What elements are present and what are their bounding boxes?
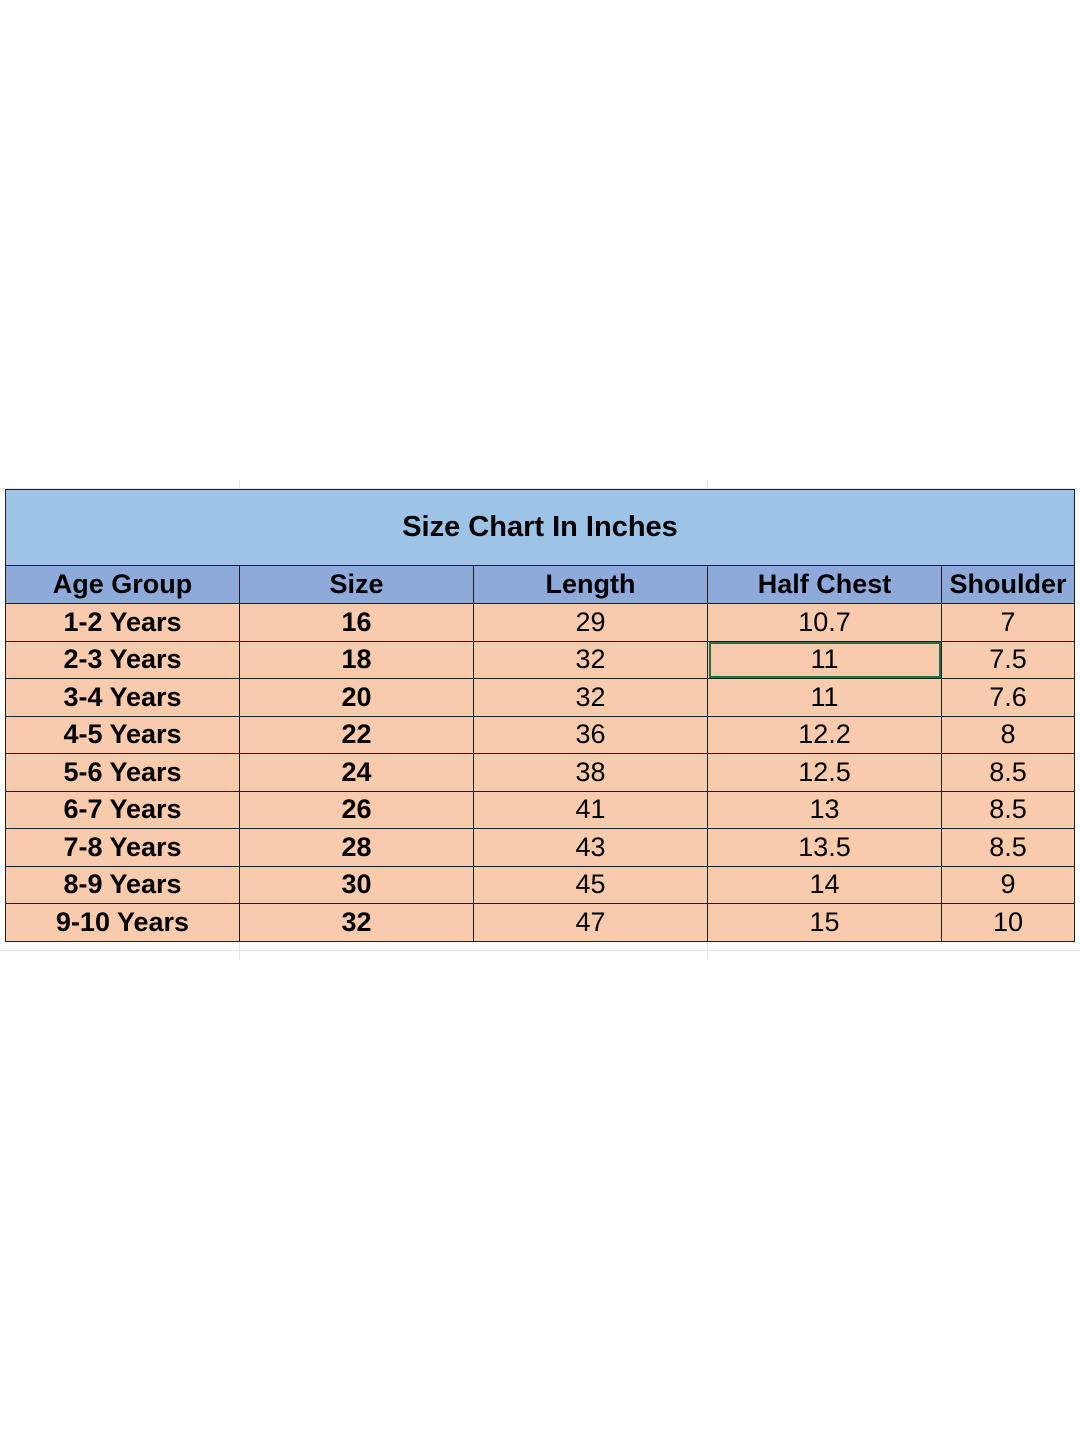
cell-half-chest[interactable]: 14 — [707, 865, 942, 904]
cell-half-chest[interactable]: 13.5 — [707, 828, 942, 867]
column-header-length[interactable]: Length — [473, 565, 708, 604]
table-row: 2-3 Years 18 32 11 7.5 — [5, 640, 1076, 679]
cell-shoulder[interactable]: 7.6 — [940, 678, 1076, 717]
table-row: 5-6 Years 24 38 12.5 8.5 — [5, 753, 1076, 792]
cell-shoulder[interactable]: 8.5 — [940, 790, 1076, 829]
cell-length[interactable]: 36 — [473, 715, 708, 754]
cell-half-chest[interactable]: 10.7 — [707, 603, 942, 642]
column-header-half-chest[interactable]: Half Chest — [707, 565, 942, 604]
table-row: 4-5 Years 22 36 12.2 8 — [5, 715, 1076, 754]
cell-size[interactable]: 24 — [239, 753, 474, 792]
cell-half-chest[interactable]: 15 — [707, 903, 942, 942]
cell-half-chest[interactable]: 13 — [707, 790, 942, 829]
cell-size[interactable]: 20 — [239, 678, 474, 717]
table-row: 8-9 Years 30 45 14 9 — [5, 865, 1076, 904]
table-row: 1-2 Years 16 29 10.7 7 — [5, 603, 1076, 642]
cell-half-chest[interactable]: 11 — [707, 678, 942, 717]
cell-shoulder[interactable]: 8 — [940, 715, 1076, 754]
cell-size[interactable]: 26 — [239, 790, 474, 829]
title-row: Size Chart In Inches — [4, 489, 1076, 566]
cell-age-group[interactable]: 6-7 Years — [5, 790, 240, 829]
cell-age-group[interactable]: 5-6 Years — [5, 753, 240, 792]
cell-length[interactable]: 45 — [473, 865, 708, 904]
cell-length[interactable]: 41 — [473, 790, 708, 829]
header-row: Age Group Size Length Half Chest Shoulder — [5, 565, 1076, 604]
cell-size[interactable]: 18 — [239, 640, 474, 679]
column-header-size[interactable]: Size — [239, 565, 474, 604]
sheet-gridline — [0, 488, 1080, 489]
cell-length[interactable]: 32 — [473, 640, 708, 679]
cell-size[interactable]: 32 — [239, 903, 474, 942]
cell-length[interactable]: 43 — [473, 828, 708, 867]
column-header-shoulder[interactable]: Shoulder — [940, 565, 1076, 604]
cell-shoulder[interactable]: 8.5 — [940, 753, 1076, 792]
cell-age-group[interactable]: 7-8 Years — [5, 828, 240, 867]
cell-shoulder[interactable]: 9 — [940, 865, 1076, 904]
table-row: 3-4 Years 20 32 11 7.6 — [5, 678, 1076, 717]
column-header-age-group[interactable]: Age Group — [5, 565, 240, 604]
cell-age-group[interactable]: 9-10 Years — [5, 903, 240, 942]
cell-age-group[interactable]: 2-3 Years — [5, 640, 240, 679]
cell-length[interactable]: 29 — [473, 603, 708, 642]
cell-size[interactable]: 22 — [239, 715, 474, 754]
sheet-gridline — [0, 950, 1080, 951]
cell-shoulder[interactable]: 8.5 — [940, 828, 1076, 867]
cell-half-chest[interactable]: 11 — [707, 640, 942, 679]
table-row: 6-7 Years 26 41 13 8.5 — [5, 790, 1076, 829]
cell-age-group[interactable]: 3-4 Years — [5, 678, 240, 717]
cell-age-group[interactable]: 1-2 Years — [5, 603, 240, 642]
cell-shoulder[interactable]: 7.5 — [940, 640, 1076, 679]
table-title[interactable]: Size Chart In Inches — [4, 489, 1076, 566]
cell-age-group[interactable]: 8-9 Years — [5, 865, 240, 904]
table-row: 9-10 Years 32 47 15 10 — [5, 903, 1076, 942]
table-row: 7-8 Years 28 43 13.5 8.5 — [5, 828, 1076, 867]
cell-shoulder[interactable]: 7 — [940, 603, 1076, 642]
cell-half-chest[interactable]: 12.5 — [707, 753, 942, 792]
cell-size[interactable]: 30 — [239, 865, 474, 904]
cell-size[interactable]: 16 — [239, 603, 474, 642]
cell-length[interactable]: 32 — [473, 678, 708, 717]
cell-size[interactable]: 28 — [239, 828, 474, 867]
cell-half-chest[interactable]: 12.2 — [707, 715, 942, 754]
cell-length[interactable]: 38 — [473, 753, 708, 792]
cell-shoulder[interactable]: 10 — [940, 903, 1076, 942]
cell-length[interactable]: 47 — [473, 903, 708, 942]
cell-age-group[interactable]: 4-5 Years — [5, 715, 240, 754]
size-chart-table: Size Chart In Inches Age Group Size Length… — [4, 489, 1076, 942]
